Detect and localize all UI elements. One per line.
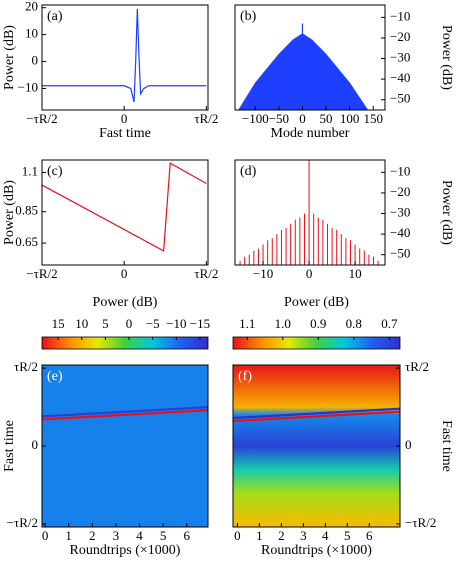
plot-frame (234, 4, 386, 111)
y-tick-label: −40 (390, 225, 410, 240)
ridge-line (41, 406, 209, 418)
x-tick-label: 6 (183, 528, 190, 543)
panel-label: (d) (240, 164, 257, 179)
colorbar-tick-label: −15 (190, 316, 210, 331)
y-axis-label: Fast time (439, 420, 454, 472)
x-tick-label: 150 (363, 111, 383, 126)
x-tick-label: 5 (344, 528, 351, 543)
colorbar-tick-label: 0 (126, 316, 133, 331)
x-tick-label: −10 (253, 266, 273, 281)
y-tick-label: −10 (390, 163, 410, 178)
y-tick-label: 0.85 (15, 203, 38, 218)
ridge-line (232, 410, 401, 423)
colorbar-tick-label: −5 (146, 316, 160, 331)
x-tick-label: 3 (300, 528, 307, 543)
y-tick-label: 0 (32, 437, 39, 452)
x-tick-label: −50 (269, 111, 289, 126)
x-tick-label: 2 (278, 528, 285, 543)
y-tick-label: τR/2 (14, 359, 38, 374)
colorbar-tick-label: 15 (52, 316, 65, 331)
y-tick-label: −30 (390, 50, 410, 65)
y-axis-label: Power (dB) (439, 180, 454, 245)
y-axis-label: Power (dB) (2, 25, 17, 90)
y-tick-label: −20 (390, 29, 410, 44)
y-tick-label: −20 (390, 184, 410, 199)
x-tick-label: −τR/2 (26, 111, 57, 126)
data-line (42, 9, 207, 103)
colorbar-tick-label: 0.7 (381, 316, 398, 331)
x-axis-label: Mode number (271, 126, 350, 141)
y-tick-label: −τR/2 (405, 515, 436, 530)
x-tick-label: 1 (65, 528, 72, 543)
x-tick-label: 3 (113, 528, 120, 543)
x-axis-label: Fast time (99, 126, 151, 141)
colorbar-tick-label: 1.0 (275, 316, 291, 331)
y-tick-label: −50 (390, 246, 410, 261)
colorbar-title: Power (dB) (93, 295, 158, 310)
panel-label: (c) (47, 164, 63, 179)
colorbar-tick-label: 0.8 (346, 316, 362, 331)
x-tick-label: 4 (322, 528, 329, 543)
colorbar-tick-label: 0.9 (310, 316, 326, 331)
colorbar-title: Power (dB) (284, 295, 349, 310)
x-tick-label: 5 (160, 528, 167, 543)
plot-frame (234, 159, 386, 266)
x-tick-label: 100 (340, 111, 360, 126)
y-tick-label: τR/2 (405, 359, 429, 374)
y-tick-label: −10 (18, 79, 38, 94)
y-tick-label: 0.65 (15, 234, 38, 249)
colorbar-tick-label: −10 (166, 316, 186, 331)
y-tick-label: 20 (25, 0, 38, 14)
x-tick-label: 2 (89, 528, 96, 543)
spectrum-area (237, 33, 369, 111)
colorbar-tick-label: 5 (102, 316, 109, 331)
x-tick-label: 0 (234, 528, 241, 543)
y-tick-label: 0 (32, 53, 39, 68)
x-tick-label: 0 (121, 266, 128, 281)
heatmap-background (42, 365, 208, 527)
colorbar-tick-label: 10 (75, 316, 88, 331)
plot-frame (41, 159, 209, 266)
panel-label: (b) (240, 9, 257, 24)
y-axis-label: Power (dB) (439, 25, 454, 90)
colorbar (232, 336, 401, 350)
y-tick-label: 10 (25, 26, 38, 41)
x-tick-label: 0 (42, 528, 49, 543)
panel-label: (a) (47, 9, 63, 24)
x-tick-label: −τR/2 (26, 266, 57, 281)
y-tick-label: −40 (390, 70, 410, 85)
x-axis-label: Roundtrips (×1000) (70, 543, 181, 558)
y-tick-label: −50 (390, 91, 410, 106)
y-axis-label: Power (dB) (2, 180, 17, 245)
x-tick-label: 0 (299, 111, 306, 126)
panel-label: (f) (238, 369, 252, 384)
ridge-line (232, 407, 401, 420)
x-tick-label: 0 (306, 266, 313, 281)
y-tick-label: 0 (405, 437, 412, 452)
y-tick-label: −τR/2 (7, 515, 38, 530)
x-tick-label: 50 (320, 111, 333, 126)
x-tick-label: τR/2 (194, 266, 218, 281)
colorbar (41, 336, 209, 350)
x-tick-label: −100 (242, 111, 269, 126)
data-line (41, 162, 207, 252)
x-axis-label: Roundtrips (×1000) (261, 543, 372, 558)
x-tick-label: 10 (349, 266, 362, 281)
x-tick-label: τR/2 (194, 111, 218, 126)
plot-frame (41, 4, 209, 111)
x-tick-label: 4 (136, 528, 143, 543)
colorbar-tick-label: 1.1 (239, 316, 255, 331)
x-tick-label: 6 (366, 528, 373, 543)
y-tick-label: −30 (390, 205, 410, 220)
x-tick-label: 1 (256, 528, 263, 543)
y-tick-label: −10 (390, 8, 410, 23)
panel-label: (e) (47, 369, 63, 384)
x-tick-label: 0 (121, 111, 128, 126)
y-tick-label: 1.1 (22, 164, 38, 179)
heatmap-background (233, 365, 400, 527)
y-axis-label: Fast time (2, 420, 17, 472)
ridge-line (41, 409, 209, 421)
